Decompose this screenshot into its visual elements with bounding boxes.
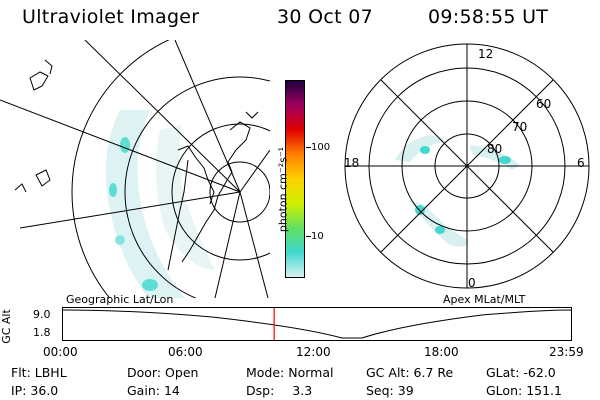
status-mode-value: Normal [288, 365, 334, 380]
status-gain: Gain: 14 [127, 383, 180, 398]
status-mode: Mode: Normal [246, 365, 334, 380]
status-ip-value: 36.0 [30, 383, 59, 398]
status-door: Door: Open [127, 365, 198, 380]
intensity-colorbar [285, 80, 305, 278]
status-gain-value: 14 [163, 383, 180, 398]
mlt-label-0: 0 [468, 276, 476, 290]
status-dsp: Dsp: 3.3 [246, 383, 312, 398]
orbit-xtick-2359: 23:59 [549, 345, 584, 359]
status-glon-label: GLon: [486, 383, 523, 398]
polar-plot: 12 18 6 0 60 70 80 [344, 43, 590, 290]
colorbar-tick-10: 10 [311, 231, 324, 242]
orbit-ylabel: GC Alt [0, 309, 13, 344]
date-label: 30 Oct 07 [277, 6, 373, 28]
orbit-altitude-plot [62, 307, 572, 341]
orbit-ytick-max: 9.0 [33, 308, 51, 321]
aurora-emission [105, 110, 215, 298]
status-gain-label: Gain: [127, 383, 160, 398]
mlt-label-6: 6 [577, 156, 585, 170]
orbit-xtick-1800: 18:00 [424, 345, 459, 359]
status-seq: Seq: 39 [366, 383, 414, 398]
status-door-label: Door: [127, 365, 162, 380]
instrument-title: Ultraviolet Imager [22, 6, 200, 28]
mlt-label-12: 12 [478, 47, 493, 61]
colorbar-unit-label: photon cm⁻²s⁻¹ [276, 146, 290, 233]
apex-caption: Apex MLat/MLT [443, 293, 526, 306]
mlt-label-18: 18 [344, 156, 359, 170]
status-glon: GLon: 151.1 [486, 383, 562, 398]
status-glat-label: GLat: [486, 365, 520, 380]
status-gc-alt-label: GC Alt: [366, 365, 410, 380]
orbit-xtick-0600: 06:00 [168, 345, 203, 359]
time-label: 09:58:55 UT [428, 6, 549, 28]
status-ip: IP: 36.0 [11, 383, 58, 398]
status-glon-value: 151.1 [526, 383, 562, 398]
status-gc-alt: GC Alt: 6.7 Re [366, 365, 453, 380]
status-door-value: Open [165, 365, 199, 380]
status-glat: GLat: -62.0 [486, 365, 556, 380]
colorbar-tick-100: 100 [311, 142, 331, 153]
status-filter-label: Flt: [11, 365, 31, 380]
geographic-caption: Geographic Lat/Lon [66, 293, 174, 306]
status-seq-value: 39 [397, 383, 414, 398]
colorbar-tick-mark [306, 236, 311, 237]
status-filter-value: LBHL [34, 365, 67, 380]
orbit-xtick-0000: 00:00 [43, 345, 78, 359]
aurora-oval [395, 135, 520, 247]
status-mode-label: Mode: [246, 365, 285, 380]
status-filter: Flt: LBHL [11, 365, 67, 380]
status-glat-value: -62.0 [523, 365, 556, 380]
status-dsp-value: 3.3 [292, 383, 313, 398]
status-gc-alt-value: 6.7 Re [413, 365, 454, 380]
mlat-label-70: 70 [512, 120, 527, 134]
orbit-ytick-min: 1.8 [33, 326, 51, 339]
orbit-xtick-1200: 12:00 [296, 345, 331, 359]
status-dsp-label: Dsp: [246, 383, 275, 398]
mlat-label-80: 80 [487, 142, 502, 156]
mlat-label-60: 60 [536, 97, 551, 111]
status-seq-label: Seq: [366, 383, 394, 398]
geographic-map [0, 40, 270, 298]
colorbar-tick-mark [306, 147, 311, 148]
status-ip-label: IP: [11, 383, 27, 398]
